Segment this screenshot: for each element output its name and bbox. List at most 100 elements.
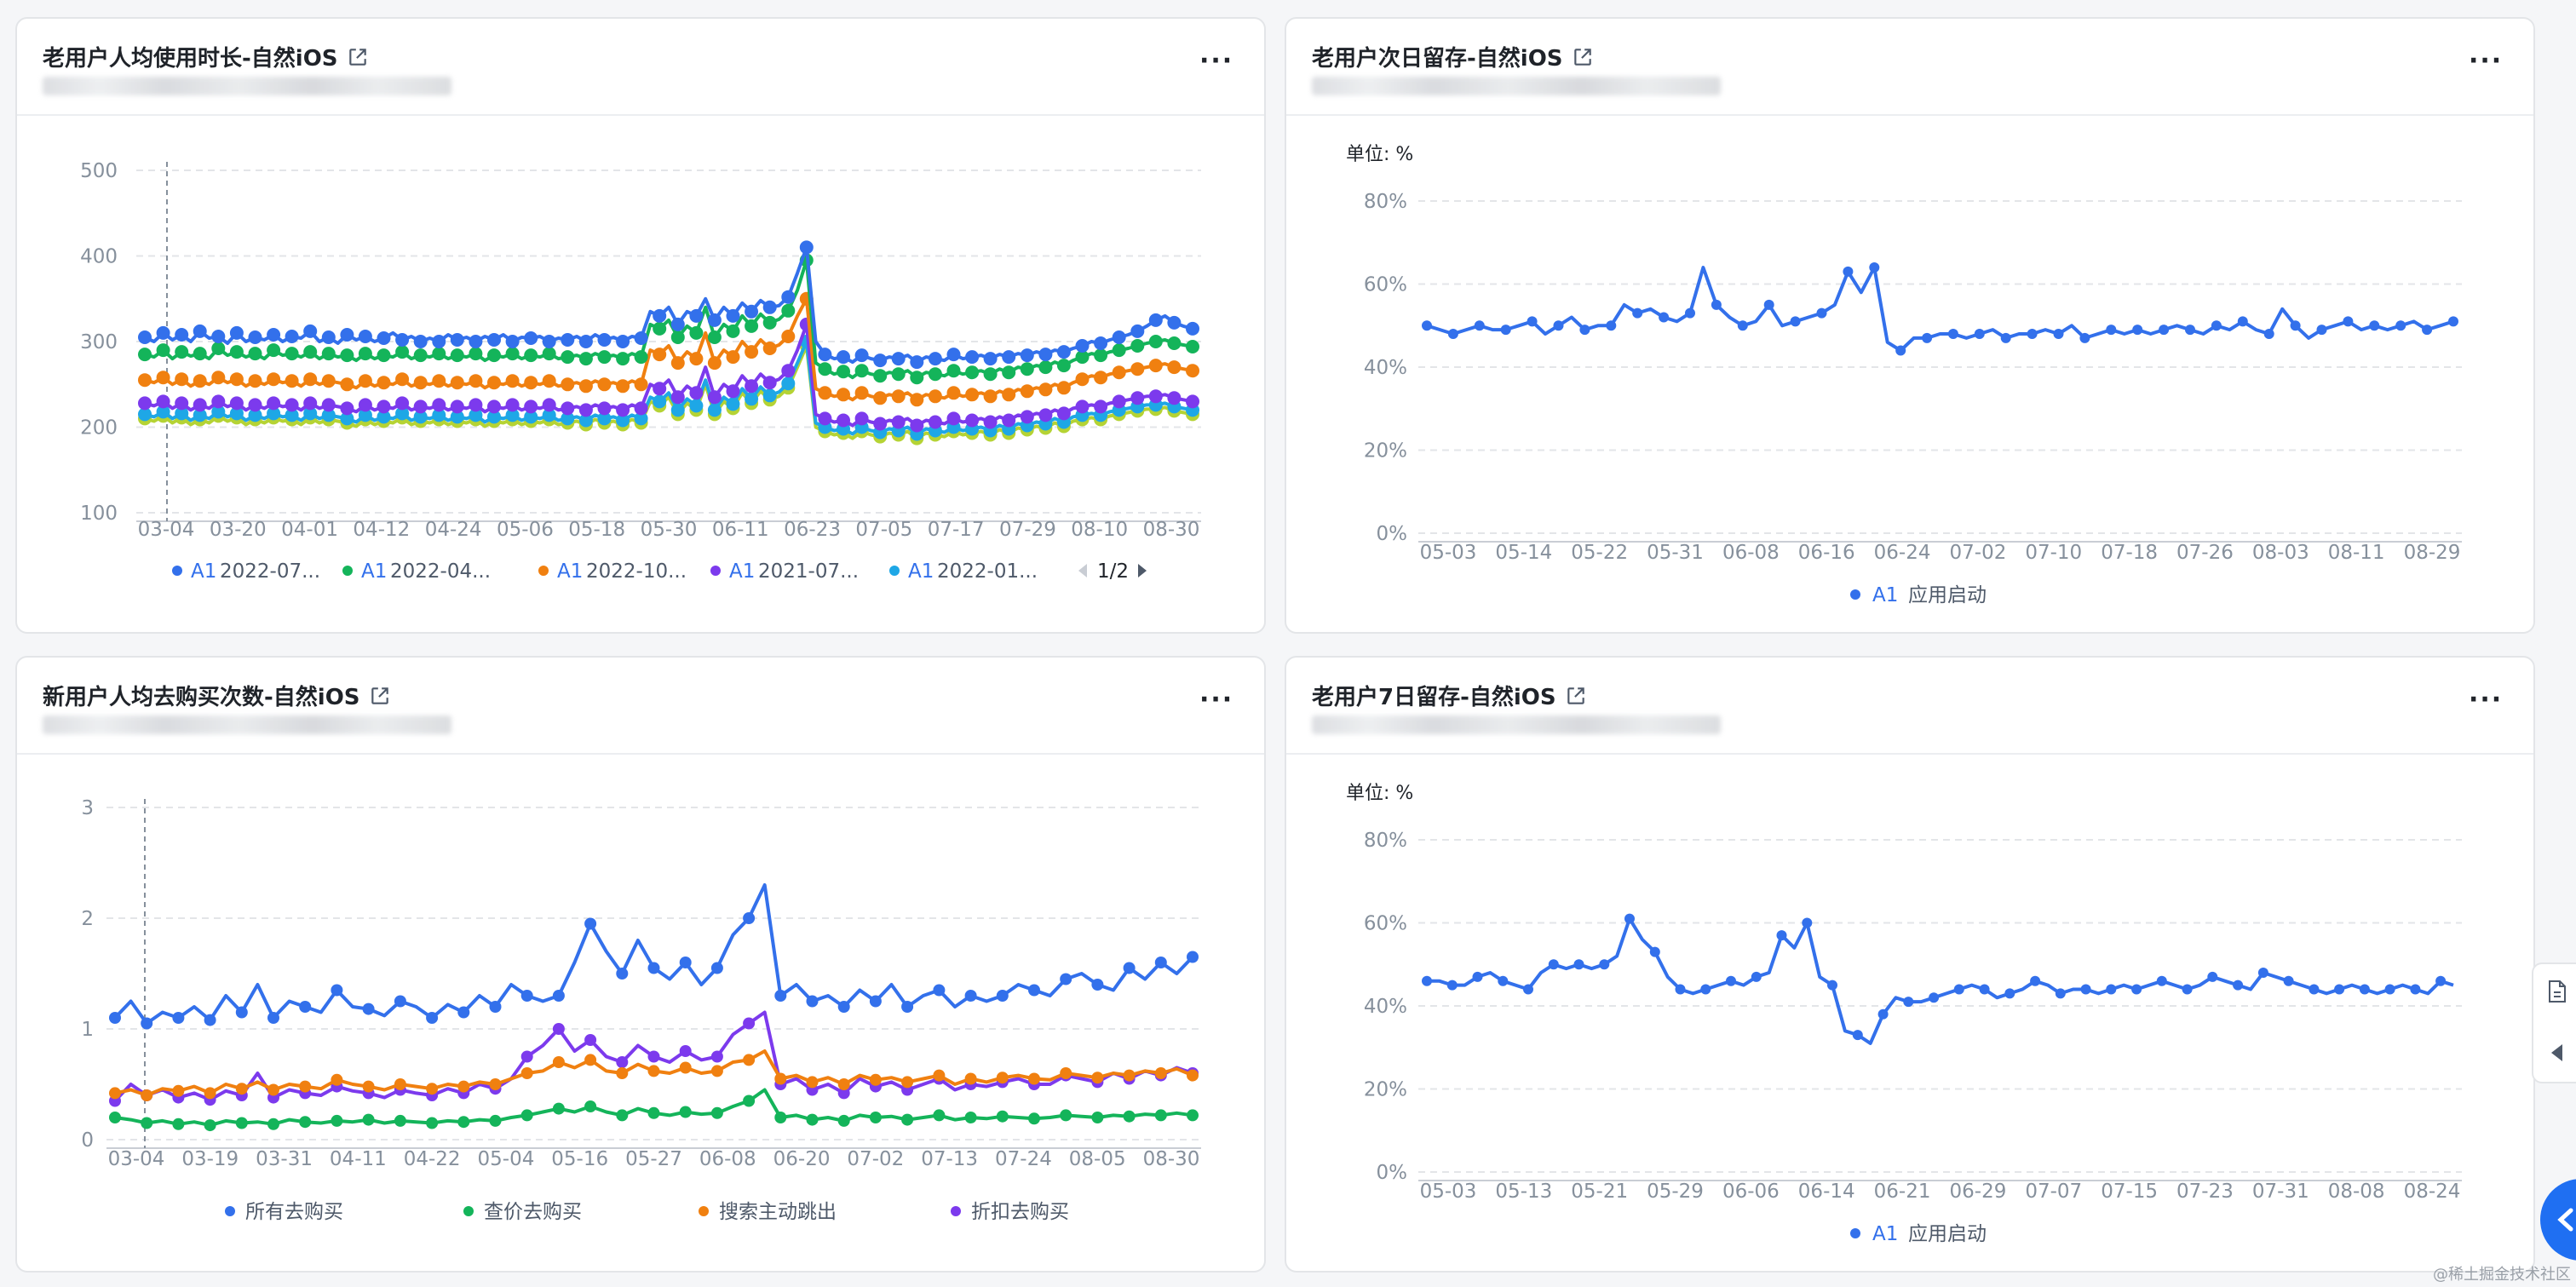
data-point: [1154, 1109, 1167, 1122]
data-point: [1548, 959, 1559, 970]
data-point: [377, 348, 391, 363]
data-point: [1038, 408, 1053, 422]
data-point: [996, 1110, 1009, 1123]
chart-area: 单位: % 80% 60% 40% 20% 0% 05-03 05-13 05-21 05-29 0…: [1346, 783, 2462, 1245]
data-point: [267, 396, 281, 411]
data-point: [1553, 320, 1564, 331]
data-point: [1167, 315, 1182, 330]
data-point: [175, 345, 189, 359]
data-point: [204, 1014, 216, 1026]
data-point: [1167, 360, 1182, 375]
legend-dot: [463, 1206, 474, 1216]
legend-label: 2022-01...: [937, 560, 1038, 583]
data-point: [1020, 384, 1034, 399]
data-point: [964, 1072, 977, 1085]
series-line: [144, 258, 1193, 380]
data-point: [138, 407, 152, 422]
data-point: [303, 406, 318, 421]
data-point: [267, 372, 281, 387]
data-point: [1130, 362, 1145, 376]
x-tick-label: 07-05: [855, 519, 912, 541]
data-point: [248, 408, 262, 422]
x-tick-label: 06-08: [699, 1148, 756, 1170]
data-point: [634, 411, 648, 426]
more-menu-button[interactable]: ···: [1199, 46, 1234, 76]
data-point: [745, 379, 759, 394]
more-menu-button[interactable]: ···: [1199, 685, 1234, 715]
more-menu-button[interactable]: ···: [2469, 46, 2504, 76]
data-point: [1726, 975, 1736, 986]
data-point: [1028, 1112, 1040, 1125]
data-point: [141, 1017, 153, 1030]
data-point: [616, 335, 630, 348]
more-menu-button[interactable]: ···: [2469, 685, 2504, 715]
external-link-icon[interactable]: [369, 685, 391, 707]
data-point: [679, 1061, 692, 1074]
collapse-left-icon[interactable]: [2549, 1043, 2564, 1063]
legend-next-icon: [1138, 564, 1147, 577]
data-point: [1187, 1109, 1199, 1122]
data-point: [837, 413, 850, 428]
data-point: [450, 376, 464, 390]
data-point: [634, 350, 648, 365]
data-point: [156, 343, 170, 358]
data-point: [1447, 329, 1458, 339]
data-point: [2185, 325, 2195, 336]
data-point: [285, 374, 299, 388]
data-point: [175, 328, 189, 342]
data-point: [285, 408, 299, 422]
data-point: [505, 374, 520, 388]
external-link-icon[interactable]: [1565, 685, 1587, 707]
data-point: [616, 352, 630, 366]
data-point: [762, 388, 777, 403]
data-point: [394, 1114, 406, 1127]
x-tick-label: 04-24: [425, 519, 482, 541]
data-point: [450, 348, 464, 363]
data-point: [689, 386, 704, 400]
data-point: [321, 347, 336, 361]
series-group: [1422, 262, 2458, 356]
data-point: [679, 1045, 692, 1057]
series-group: [138, 253, 1199, 385]
data-point: [1186, 364, 1199, 378]
data-point: [2290, 320, 2301, 331]
x-tick-label: 06-23: [784, 519, 841, 541]
data-point: [267, 1118, 279, 1130]
floating-action-button[interactable]: [2540, 1179, 2576, 1261]
data-point: [267, 406, 281, 421]
card-title: 老用户7日留存-自然iOS: [1312, 685, 1556, 710]
data-point: [1895, 345, 1906, 356]
data-point: [1060, 1067, 1072, 1079]
data-point: [248, 398, 262, 412]
data-point: [1711, 299, 1722, 310]
data-point: [901, 1076, 914, 1089]
data-point: [1649, 946, 1660, 957]
data-point: [806, 1113, 819, 1126]
x-tick-label: 04-12: [353, 519, 410, 541]
document-icon[interactable]: [2547, 980, 2567, 1003]
data-point: [653, 308, 667, 323]
data-point: [670, 317, 685, 331]
legend-item: 所有去购买: [225, 1201, 343, 1223]
data-point: [1148, 389, 1163, 404]
chevron-left-icon: [2557, 1208, 2573, 1232]
data-point: [2004, 988, 2015, 999]
data-point: [964, 990, 977, 1002]
data-point: [204, 1119, 216, 1132]
card-title-wrap: 新用户人均去购买次数-自然iOS: [43, 680, 391, 711]
data-point: [873, 353, 888, 368]
data-point: [1624, 913, 1635, 924]
x-tick-label: 07-10: [2025, 542, 2082, 564]
legend-label: 所有去购买: [245, 1201, 343, 1223]
data-point: [141, 1089, 153, 1101]
external-link-icon[interactable]: [347, 46, 369, 68]
external-link-icon[interactable]: [1572, 46, 1594, 68]
data-point: [1186, 321, 1199, 336]
legend-dot: [951, 1206, 961, 1216]
data-point: [1877, 1008, 1889, 1020]
x-tick-label: 08-30: [1143, 519, 1200, 541]
data-point: [413, 348, 428, 363]
card-header: 老用户次日留存-自然iOS ···: [1286, 19, 2533, 116]
data-point: [2079, 332, 2090, 343]
y-tick-label: 0: [81, 1129, 94, 1152]
